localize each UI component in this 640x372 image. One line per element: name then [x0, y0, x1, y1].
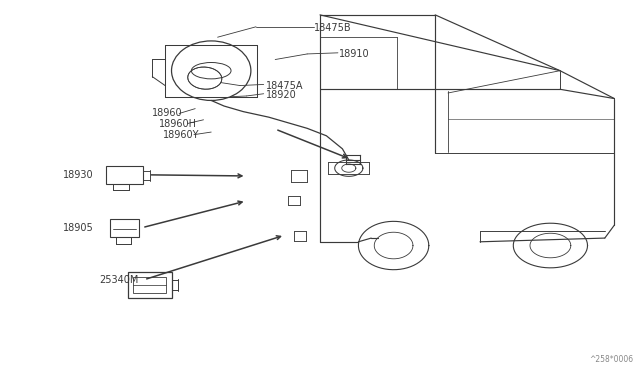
Text: ^258*0006: ^258*0006 [589, 355, 634, 364]
Text: 18475A: 18475A [266, 81, 303, 90]
Text: 18475B: 18475B [314, 23, 351, 33]
Text: 18910: 18910 [339, 49, 370, 59]
Text: 18905: 18905 [63, 223, 93, 232]
Text: 18960H: 18960H [159, 119, 196, 128]
Text: 18930: 18930 [63, 170, 93, 180]
Text: 18920: 18920 [266, 90, 296, 100]
Text: 25340M: 25340M [99, 275, 139, 285]
Text: 18960: 18960 [152, 109, 183, 118]
Text: 18960Y: 18960Y [163, 130, 200, 140]
